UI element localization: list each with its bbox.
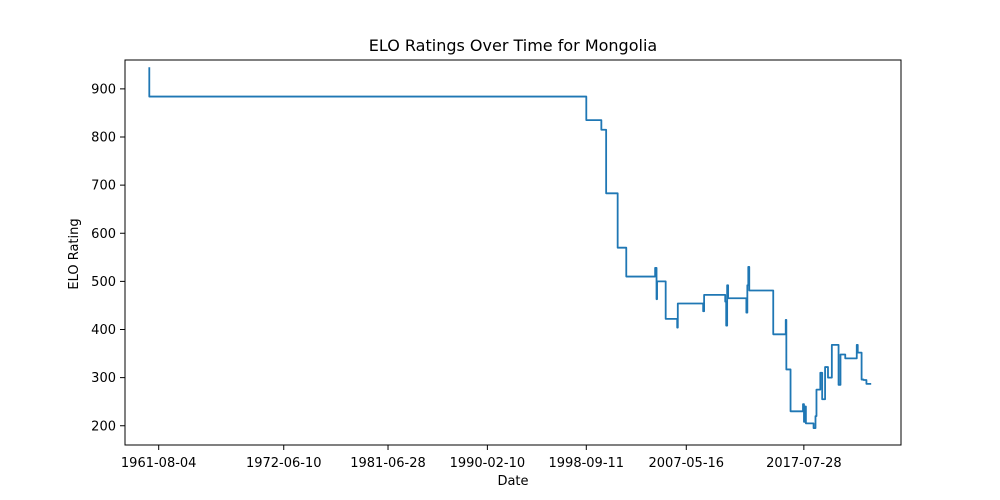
x-tick-label: 1961-08-04 [121,456,197,471]
series-line-mongolia [148,67,872,430]
x-tick-label: 1998-09-11 [549,456,625,471]
y-tick-label: 300 [91,371,116,386]
x-tick-label: 2007-05-16 [649,456,725,471]
chart-title: ELO Ratings Over Time for Mongolia [369,36,657,55]
x-tick-label: 1981-06-28 [350,456,426,471]
x-tick-label: 1990-02-10 [450,456,526,471]
y-axis-label: ELO Rating [67,218,82,289]
plot-area-frame [124,59,902,446]
y-tick-label: 700 [91,179,116,194]
y-axis-ticks: 200 300 400 500 600 700 800 900 [91,82,125,434]
x-axis-label: Date [497,474,528,489]
y-tick-label: 900 [91,82,116,97]
x-axis-ticks: 1961-08-04 1972-06-10 1981-06-28 1990-02-10… [121,445,842,471]
y-tick-label: 500 [91,275,116,290]
y-tick-label: 600 [91,227,116,242]
y-tick-label: 400 [91,323,116,338]
x-tick-label: 1972-06-10 [246,456,322,471]
y-tick-label: 200 [91,419,116,434]
x-tick-label: 2017-07-28 [766,456,842,471]
y-tick-label: 800 [91,131,116,146]
